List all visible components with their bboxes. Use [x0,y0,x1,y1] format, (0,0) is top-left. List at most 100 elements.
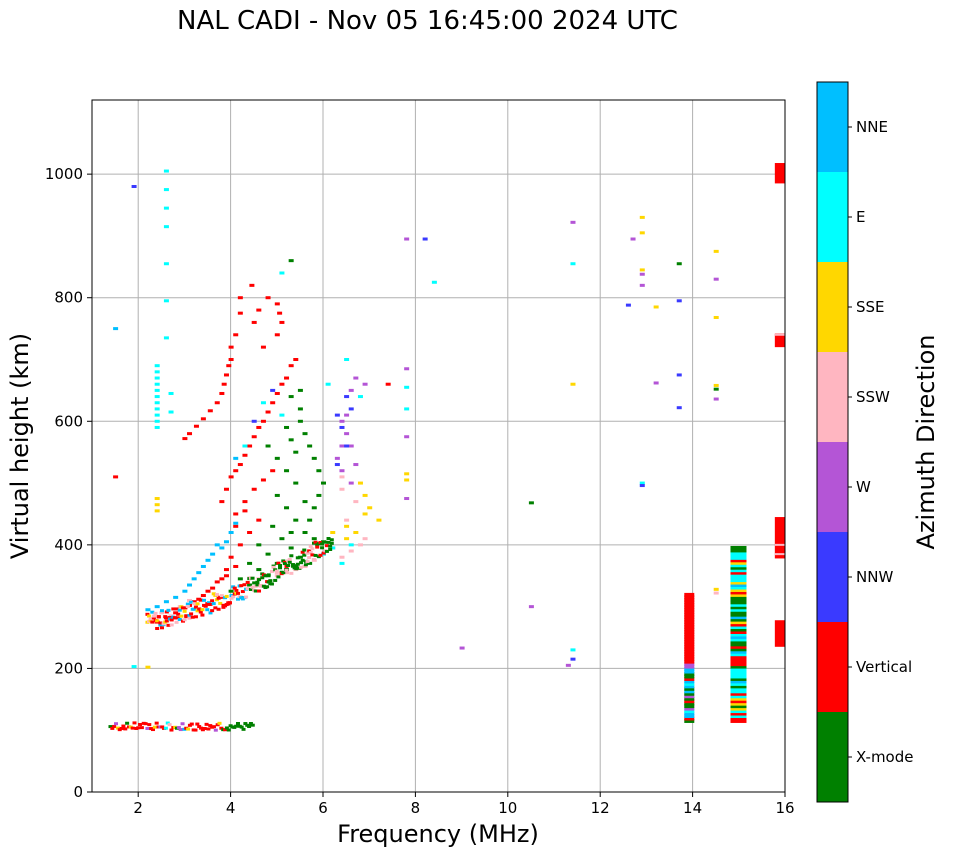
echo-point [233,456,239,460]
echo-point [247,583,253,587]
column-echo-15 [730,550,747,555]
colorbar-swatch [817,532,848,622]
echo-point [311,456,317,460]
f-layer-echo [158,623,163,627]
f-layer-echo [287,560,292,564]
echo-point [154,497,160,501]
echo-point [344,432,350,436]
f-layer-echo [185,602,190,606]
f-layer-echo [208,602,213,606]
f-layer-echo [185,605,190,609]
echo-point [713,387,719,391]
echo-point [279,382,285,386]
e-layer-echo [234,724,239,728]
f-layer-echo [193,605,198,609]
echo-point [214,401,220,405]
column-echo-15 [730,679,747,684]
column-echo-15 [730,563,747,568]
f-layer-echo [310,553,315,557]
echo-point [362,512,368,516]
f-layer-echo [289,571,294,575]
f-layer-echo [305,559,310,563]
echo-point [187,583,193,587]
echo-point [113,327,119,331]
echo-point [528,501,534,505]
column-echo-13.9 [684,644,695,649]
echo-point [131,185,137,188]
echo-point [362,537,368,541]
column-echo-15 [730,565,747,570]
echo-point [676,262,682,266]
f-layer-echo [326,537,331,541]
echo-point [293,450,299,454]
e-layer-echo [226,728,231,732]
e-layer-echo [115,726,120,730]
edge-echo-line [774,553,785,556]
column-echo-15 [730,689,747,694]
f-layer-echo [171,607,176,611]
column-echo-15 [730,627,747,632]
echo-point [713,587,719,591]
echo-point [228,589,234,593]
column-echo-13.9 [684,615,695,620]
f-layer-echo [187,616,192,620]
colorbar-swatch [817,442,848,532]
echo-point [210,586,216,590]
f-layer-echo [195,609,200,613]
x-tick-label: 16 [775,799,794,817]
echo-point [233,524,239,528]
colorbar-tick-label: NNW [856,568,893,586]
f-layer-echo [240,590,245,594]
e-layer-echo [217,721,222,725]
column-echo-15 [730,674,747,679]
echo-point [242,500,248,504]
e-layer-echo [193,728,198,732]
echo-point [214,543,220,547]
colorbar-tick-label: SSW [856,388,890,406]
echo-point [630,237,636,241]
echo-point [284,425,290,429]
column-echo-15 [730,691,747,696]
x-tick-label: 14 [683,799,702,817]
e-layer-echo [123,727,128,731]
y-tick-label: 1000 [45,165,83,183]
column-echo-13.9 [684,612,695,617]
column-echo-13.9 [684,704,695,709]
column-echo-15 [730,629,747,634]
f-layer-echo [151,614,156,618]
x-tick-label: 12 [591,799,610,817]
chart-title: NAL CADI - Nov 05 16:45:00 2024 UTC [177,6,678,36]
column-echo-15 [730,553,747,558]
f-layer-echo [299,565,304,569]
echo-point [154,509,160,513]
f-layer-echo [192,607,197,611]
f-layer-echo [310,547,315,551]
e-layer-echo [224,726,229,730]
echo-point [639,215,645,219]
echo-point [196,597,202,601]
echo-point [362,382,368,386]
echo-point [348,549,354,553]
echo-point [404,478,410,482]
f-layer-echo [266,573,271,577]
e-layer-echo [248,721,253,725]
echo-point [316,493,322,497]
f-layer-echo [164,619,169,623]
echo-point [639,268,645,272]
f-layer-echo [148,618,153,622]
echo-point [339,444,345,448]
colorbar-tick-label: X-mode [856,748,913,766]
echo-point [385,382,391,386]
echo-point [334,413,340,417]
column-echo-15 [730,634,747,639]
echo-point [302,564,308,568]
echo-point [237,577,243,581]
column-echo-15 [730,610,747,615]
echo-point [247,531,253,534]
e-layer-echo [176,726,181,730]
f-layer-echo [282,562,287,566]
column-echo-13.9 [684,706,695,711]
x-tick-label: 8 [411,799,421,817]
f-layer-echo [163,615,168,619]
echo-point [570,262,576,266]
